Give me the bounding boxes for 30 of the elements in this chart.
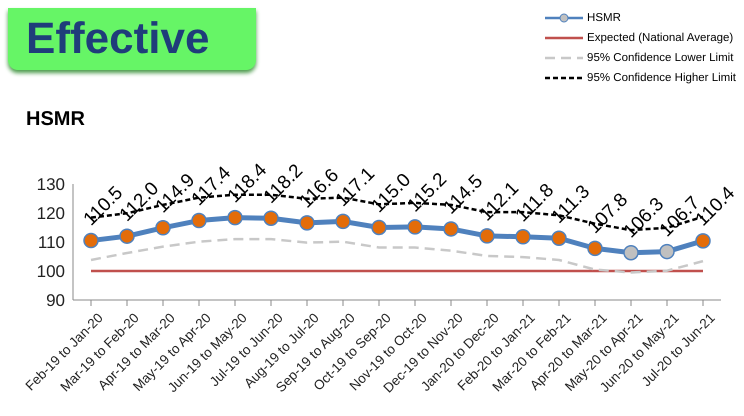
legend-label: HSMR <box>587 11 621 26</box>
point <box>335 214 351 230</box>
y-tick-label: 110 <box>38 233 65 252</box>
point <box>623 244 639 260</box>
point <box>155 220 171 236</box>
chart-title: Effective <box>8 8 256 70</box>
point <box>479 228 495 244</box>
point <box>551 230 567 246</box>
point <box>659 244 675 260</box>
y-tick-label: 120 <box>36 204 65 224</box>
point <box>83 232 99 248</box>
point <box>587 240 603 256</box>
point <box>515 229 531 245</box>
point <box>695 233 711 249</box>
y-tick-label: 130 <box>36 175 65 194</box>
legend-label: 95% Confidence Lower Limit <box>587 51 734 66</box>
chart-subtitle: HSMR <box>26 108 85 131</box>
legend-label: Expected (National Average) <box>587 31 734 46</box>
y-tick-label: 100 <box>36 262 65 282</box>
point <box>191 212 207 228</box>
point <box>443 221 459 237</box>
point <box>263 210 279 226</box>
line-series <box>90 238 704 274</box>
point <box>371 220 387 236</box>
point <box>299 215 315 231</box>
point <box>119 228 135 244</box>
point <box>227 210 243 226</box>
y-tick-label: 90 <box>46 291 65 310</box>
point <box>407 219 423 235</box>
legend-label: 95% Confidence Higher Limit <box>587 71 736 86</box>
